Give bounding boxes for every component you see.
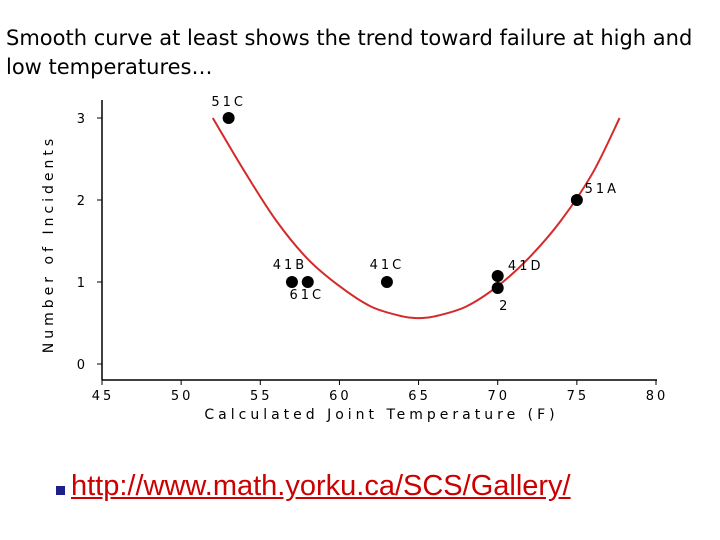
point-label-41d: 41D: [508, 259, 544, 274]
x-axis-title: Calculated Joint Temperature (F): [204, 407, 558, 423]
x-tick-label: 65: [408, 389, 431, 404]
point-labels: 51C 41B 61C 41C 41D 2 51A: [211, 95, 619, 314]
y-axis-title: Number of Incidents: [41, 135, 57, 353]
point-label-51c: 51C: [211, 95, 246, 110]
link-row: http://www.math.yorku.ca/SCS/Gallery/: [56, 470, 571, 503]
data-point-51c: [222, 112, 235, 124]
point-label-41b: 41B: [273, 258, 307, 273]
scatter-chart: Number of Incidents Calculated Joint Tem…: [41, 95, 669, 423]
data-point-41d: [491, 270, 504, 282]
point-label-61c: 61C: [289, 288, 324, 303]
y-tick-label: 3: [77, 112, 88, 127]
x-tick-label: 75: [567, 389, 590, 404]
y-axis-title-group: Number of Incidents: [41, 135, 57, 353]
gallery-link[interactable]: http://www.math.yorku.ca/SCS/Gallery/: [71, 470, 571, 502]
x-tick-label: 60: [329, 389, 352, 404]
tick-labels: 0 1 2 3 45 50 55 60 65 70 75 80: [77, 112, 669, 404]
data-point-51a: [570, 194, 583, 206]
bullet-square-icon: [56, 486, 65, 495]
axes: [101, 100, 657, 381]
point-label-51a: 51A: [585, 182, 619, 197]
point-label-2: 2: [499, 299, 510, 314]
x-tick-label: 45: [92, 389, 115, 404]
y-tick-label: 1: [77, 276, 88, 291]
x-tick-label: 55: [250, 389, 273, 404]
data-point-41c: [380, 276, 393, 288]
smooth-trend-curve: [211, 117, 621, 320]
y-tick-label: 2: [77, 194, 88, 209]
data-points: [222, 112, 583, 294]
x-tick-label: 70: [487, 389, 510, 404]
data-point-41b: [285, 276, 298, 288]
x-tick-label: 50: [171, 389, 194, 404]
y-tick-label: 0: [77, 358, 88, 373]
point-label-41c: 41C: [370, 258, 405, 273]
data-point-2: [491, 282, 504, 294]
x-tick-label: 80: [646, 389, 669, 404]
slide-title: Smooth curve at least shows the trend to…: [6, 26, 693, 79]
data-point-61c: [301, 276, 314, 288]
